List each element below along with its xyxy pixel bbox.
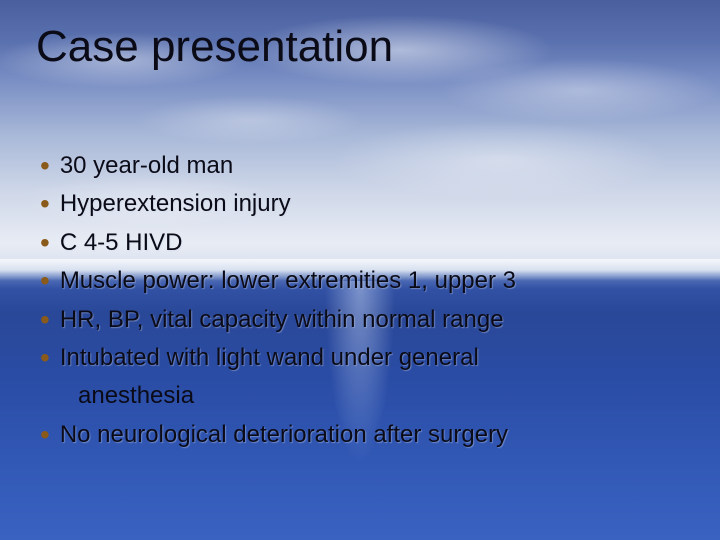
list-item: • No neurological deterioration after su… xyxy=(40,419,680,451)
bullet-text: 30 year-old man xyxy=(60,150,233,182)
bullet-icon: • xyxy=(40,421,50,449)
slide-title: Case presentation xyxy=(36,22,393,72)
bullet-icon: • xyxy=(40,267,50,295)
bullet-icon: • xyxy=(40,344,50,372)
list-item: • C 4-5 HIVD xyxy=(40,227,680,259)
bullet-icon: • xyxy=(40,306,50,334)
list-item: • HR, BP, vital capacity within normal r… xyxy=(40,304,680,336)
bullet-icon: • xyxy=(40,229,50,257)
bullet-continuation: anesthesia xyxy=(78,380,680,412)
list-item: • Hyperextension injury xyxy=(40,188,680,220)
bullet-text: Hyperextension injury xyxy=(60,188,291,220)
bullet-text: No neurological deterioration after surg… xyxy=(60,419,508,451)
bullet-icon: • xyxy=(40,152,50,180)
slide: Case presentation • 30 year-old man • Hy… xyxy=(0,0,720,540)
bullet-icon: • xyxy=(40,190,50,218)
bullet-list: • 30 year-old man • Hyperextension injur… xyxy=(40,150,680,457)
bullet-text: C 4-5 HIVD xyxy=(60,227,183,259)
list-item: • Intubated with light wand under genera… xyxy=(40,342,680,374)
list-item: • Muscle power: lower extremities 1, upp… xyxy=(40,265,680,297)
bullet-text: Intubated with light wand under general xyxy=(60,342,479,374)
bullet-text: HR, BP, vital capacity within normal ran… xyxy=(60,304,504,336)
bullet-text: Muscle power: lower extremities 1, upper… xyxy=(60,265,516,297)
list-item: • 30 year-old man xyxy=(40,150,680,182)
